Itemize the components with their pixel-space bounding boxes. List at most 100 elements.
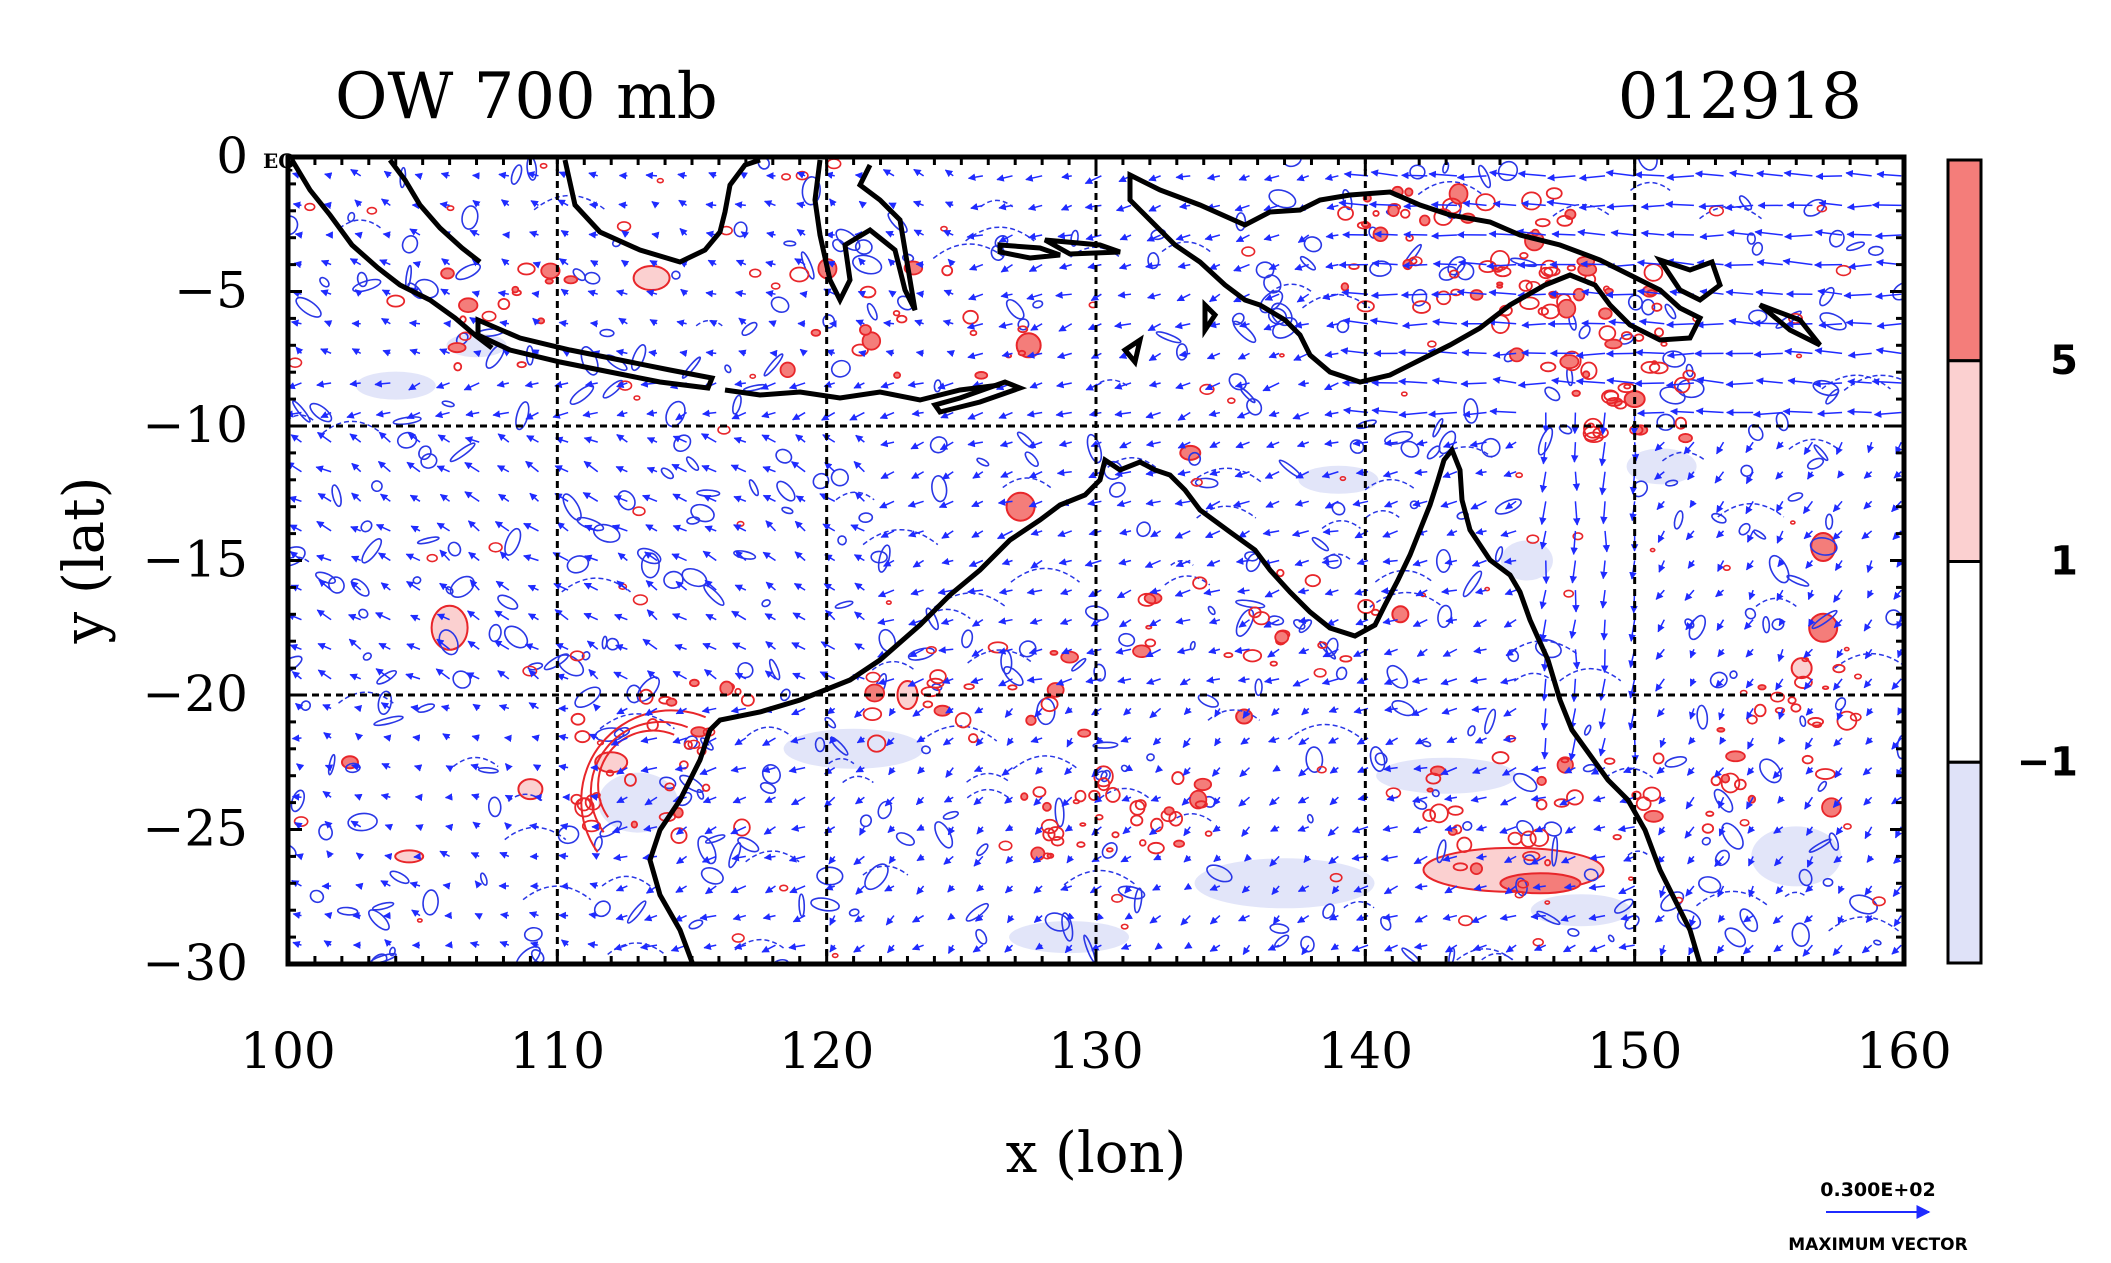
negative-ow-contour xyxy=(663,570,684,589)
negative-ow-contour xyxy=(1481,952,1514,961)
y-tick-label: −15 xyxy=(142,531,248,589)
negative-ow-patch xyxy=(1751,826,1842,887)
positive-ow-patch xyxy=(1499,872,1582,895)
negative-ow-contour xyxy=(748,479,760,497)
negative-ow-contour xyxy=(1806,457,1825,470)
negative-ow-contour xyxy=(688,919,704,930)
positive-ow-contour xyxy=(664,782,675,792)
x-tick-label: 120 xyxy=(779,1022,874,1080)
wind-vector-arrow xyxy=(1461,348,1487,357)
wind-vector-arrow xyxy=(291,793,302,801)
negative-ow-contour xyxy=(828,757,855,765)
negative-ow-contour xyxy=(1012,755,1079,770)
negative-ow-contour xyxy=(1513,672,1554,682)
positive-ow-contour xyxy=(453,362,463,372)
wind-vector-arrow xyxy=(1572,590,1580,613)
positive-ow-contour xyxy=(864,683,886,703)
negative-ow-contour xyxy=(1817,780,1828,792)
positive-ow-contour xyxy=(1580,361,1598,380)
positive-ow-contour xyxy=(1582,370,1591,379)
positive-ow-contour xyxy=(1192,576,1208,590)
positive-ow-contour xyxy=(1032,786,1047,798)
positive-ow-contour xyxy=(683,740,693,750)
y-tick-label: −25 xyxy=(142,800,248,858)
positive-ow-contour xyxy=(941,264,954,277)
negative-ow-contour xyxy=(1739,908,1759,933)
negative-ow-contour xyxy=(1664,756,1688,768)
negative-ow-contour xyxy=(1696,704,1709,730)
positive-ow-contour xyxy=(1189,789,1208,810)
colorbar-bin xyxy=(1946,560,1983,764)
positive-ow-contour xyxy=(1643,809,1664,823)
negative-ow-contour xyxy=(1369,260,1392,277)
negative-ow-contour xyxy=(455,263,482,281)
negative-ow-contour xyxy=(389,870,410,885)
positive-ow-contour xyxy=(1020,792,1029,801)
positive-ow-contour xyxy=(1811,721,1823,728)
negative-ow-contour xyxy=(1024,451,1039,468)
positive-ow-contour xyxy=(1042,801,1052,812)
negative-ow-contour xyxy=(695,319,723,327)
positive-ow-contour xyxy=(1017,349,1027,357)
negative-ow-contour xyxy=(580,346,599,376)
negative-ow-contour xyxy=(309,889,325,904)
negative-ow-contour xyxy=(1287,723,1363,740)
positive-ow-patch xyxy=(1790,657,1813,680)
positive-ow-contour xyxy=(1339,655,1353,663)
negative-ow-contour xyxy=(852,254,883,275)
negative-ow-contour xyxy=(1641,298,1656,316)
positive-ow-contour xyxy=(1138,839,1147,847)
positive-ow-contour xyxy=(1193,777,1213,792)
positive-ow-contour xyxy=(447,342,467,354)
negative-ow-contour xyxy=(1409,164,1426,180)
negative-ow-contour xyxy=(862,865,909,876)
positive-ow-contour xyxy=(1387,204,1400,218)
positive-ow-contour xyxy=(1556,214,1574,227)
positive-ow-contour xyxy=(1604,287,1614,295)
positive-ow-contour xyxy=(1252,611,1271,626)
y-tick-label: −20 xyxy=(142,665,248,723)
negative-ow-contour xyxy=(1133,887,1143,914)
negative-ow-contour xyxy=(1438,446,1493,459)
negative-ow-contour xyxy=(461,205,479,230)
positive-ow-contour xyxy=(1047,826,1065,841)
positive-ow-contour xyxy=(866,734,887,753)
positive-ow-contour xyxy=(1790,703,1802,713)
positive-ow-contour xyxy=(1489,249,1511,272)
wind-vector-arrow xyxy=(1785,320,1813,329)
positive-ow-contour xyxy=(1469,862,1483,875)
negative-ow-contour xyxy=(830,468,849,487)
title-right: 012918 xyxy=(1618,60,1862,134)
negative-ow-contour xyxy=(1232,320,1257,344)
negative-ow-contour xyxy=(824,716,837,729)
wind-vector-arrow xyxy=(408,319,421,328)
negative-ow-contour xyxy=(1426,445,1441,460)
positive-ow-contour xyxy=(810,328,822,337)
negative-ow-contour xyxy=(1321,519,1361,530)
positive-ow-patch xyxy=(1391,605,1410,624)
negative-ow-contour xyxy=(361,538,383,564)
negative-ow-contour xyxy=(1322,903,1335,919)
positive-ow-contour xyxy=(1566,264,1577,272)
positive-ow-contour xyxy=(893,371,902,379)
wind-vector-arrow xyxy=(589,320,598,328)
positive-ow-contour xyxy=(1603,757,1616,765)
negative-ow-contour xyxy=(679,774,705,793)
positive-ow-contour xyxy=(1701,823,1715,834)
positive-ow-shading xyxy=(340,265,1839,895)
positive-ow-contour xyxy=(1642,786,1662,802)
negative-ow-contour xyxy=(487,796,502,818)
positive-ow-contour xyxy=(1223,652,1234,659)
negative-ow-contour xyxy=(1552,204,1612,217)
negative-ow-contour xyxy=(783,240,797,247)
negative-ow-contour xyxy=(842,775,874,784)
x-tick-label: 150 xyxy=(1587,1022,1682,1080)
negative-ow-contour xyxy=(871,660,916,671)
negative-ow-contour xyxy=(1032,300,1044,309)
positive-ow-contour xyxy=(1494,266,1512,278)
positive-ow-contour xyxy=(1171,771,1185,786)
negative-ow-contour xyxy=(862,528,939,546)
negative-ow-contour xyxy=(1374,752,1388,766)
negative-ow-contour xyxy=(562,493,582,521)
